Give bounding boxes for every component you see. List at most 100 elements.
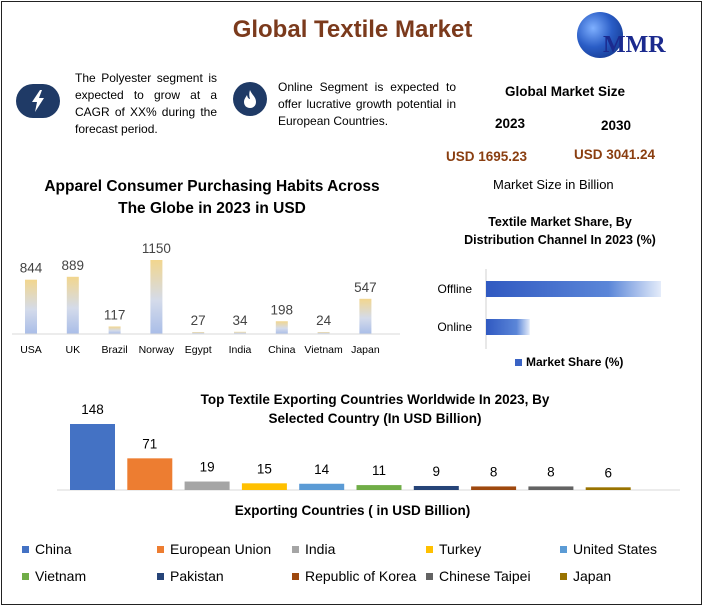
apparel-value-label: 198 xyxy=(271,302,294,317)
flame-icon xyxy=(233,82,267,116)
legend-item-united-states: United States xyxy=(560,541,657,557)
polyester-note: The Polyester segment is expected to gro… xyxy=(75,71,217,136)
exports-value-label: 148 xyxy=(81,402,104,417)
apparel-bar-uk xyxy=(66,276,79,334)
legend-item-republic-of-korea: Republic of Korea xyxy=(292,568,416,584)
market-size-year-2023: 2023 xyxy=(495,116,526,131)
distribution-bar-online xyxy=(486,319,530,335)
legend-swatch xyxy=(157,572,164,580)
exports-bar-china xyxy=(70,424,115,490)
legend-swatch xyxy=(292,572,299,580)
apparel-bar-india xyxy=(234,331,246,334)
apparel-category-label: India xyxy=(229,344,252,356)
exports-value-label: 8 xyxy=(547,464,555,479)
exports-bar-vietnam xyxy=(356,485,402,490)
apparel-bar-vietnam xyxy=(317,332,330,334)
distribution-category-label: Offline xyxy=(438,282,473,296)
legend-label: European Union xyxy=(170,541,272,557)
legend-swatch xyxy=(292,545,299,553)
exports-bar-republic-of-korea xyxy=(471,486,517,490)
exports-bar-india xyxy=(184,481,230,490)
exports-value-label: 9 xyxy=(433,464,441,479)
apparel-bar-china xyxy=(275,321,288,334)
apparel-value-label: 27 xyxy=(191,313,206,328)
apparel-value-label: 1150 xyxy=(142,241,171,256)
legend-swatch xyxy=(560,572,567,580)
legend-label: Republic of Korea xyxy=(305,568,417,584)
apparel-value-label: 547 xyxy=(354,280,377,295)
exports-bar-united-states xyxy=(299,483,345,490)
apparel-chart: 844 USA 889 UK 117 Brazil 1150 Norway 27 Egypt 34 I… xyxy=(12,241,400,356)
exports-bar-japan xyxy=(585,487,631,490)
apparel-bar-norway xyxy=(150,260,163,334)
exports-bar-turkey xyxy=(241,483,287,490)
brand-logo: MMR xyxy=(603,32,666,58)
apparel-category-label: Norway xyxy=(139,344,175,356)
market-size-year-2030: 2030 xyxy=(601,118,632,133)
legend-swatch xyxy=(157,545,164,553)
online-note: Online Segment is expected to offer lucr… xyxy=(278,80,456,128)
exports-value-label: 19 xyxy=(200,460,215,475)
apparel-value-label: 34 xyxy=(232,313,248,328)
exports-chart-title: Top Textile Exporting Countries Worldwid… xyxy=(200,392,550,426)
exports-bar-pakistan xyxy=(413,485,459,490)
apparel-bar-japan xyxy=(359,298,372,334)
lightning-icon xyxy=(16,84,60,118)
market-size-value-2023: USD 1695.23 xyxy=(446,149,528,164)
exports-value-label: 6 xyxy=(604,465,612,480)
distribution-legend-label: Market Share (%) xyxy=(526,355,623,369)
exports-bar-european-union xyxy=(127,458,173,490)
legend-item-european-union: European Union xyxy=(157,541,271,557)
legend-swatch xyxy=(22,545,29,553)
exports-bar-chinese-taipei xyxy=(528,486,574,490)
distribution-bar-offline xyxy=(486,281,661,297)
page-title: Global Textile Market xyxy=(232,16,473,43)
apparel-bar-usa xyxy=(25,279,37,334)
legend-label: Chinese Taipei xyxy=(439,568,531,584)
apparel-bar-brazil xyxy=(108,326,121,334)
apparel-category-label: Japan xyxy=(351,344,380,356)
market-size-caption: Market Size in Billion xyxy=(493,177,614,192)
apparel-category-label: China xyxy=(268,344,296,356)
market-size-value-2030: USD 3041.24 xyxy=(574,147,656,162)
apparel-value-label: 844 xyxy=(20,261,43,276)
globe-logo-icon xyxy=(577,12,623,58)
apparel-value-label: 117 xyxy=(104,307,126,322)
apparel-category-label: USA xyxy=(20,344,42,356)
distribution-chart-title: Textile Market Share, By Distribution Ch… xyxy=(464,215,656,247)
apparel-category-label: Brazil xyxy=(101,344,127,356)
distribution-category-label: Online xyxy=(437,320,472,334)
legend-label: Japan xyxy=(573,568,612,584)
apparel-category-label: Vietnam xyxy=(304,344,343,356)
exports-chart: 148 71 19 15 14 11 9 8 8 6 xyxy=(57,402,680,491)
legend-label: Turkey xyxy=(439,541,482,557)
distribution-chart: Offline Online Market Share (%) xyxy=(437,269,661,369)
distribution-legend-swatch xyxy=(515,359,522,366)
legend-item-japan: Japan xyxy=(560,568,611,584)
exports-value-label: 8 xyxy=(490,464,498,479)
legend-swatch xyxy=(426,545,433,553)
exports-value-label: 14 xyxy=(314,462,330,477)
apparel-value-label: 24 xyxy=(316,313,332,328)
apparel-category-label: UK xyxy=(66,344,81,356)
legend-item-turkey: Turkey xyxy=(426,541,481,557)
apparel-value-label: 889 xyxy=(62,258,85,273)
apparel-category-label: Egypt xyxy=(185,344,212,356)
apparel-bar-egypt xyxy=(192,332,205,334)
legend-label: China xyxy=(35,541,72,557)
legend-swatch xyxy=(560,545,567,553)
legend-item-china: China xyxy=(22,541,72,557)
legend-label: United States xyxy=(573,541,658,557)
legend-item-chinese-taipei: Chinese Taipei xyxy=(426,568,531,584)
market-size-title: Global Market Size xyxy=(504,84,626,99)
legend-item-vietnam: Vietnam xyxy=(22,568,86,584)
legend-item-pakistan: Pakistan xyxy=(157,568,224,584)
legend-label: Vietnam xyxy=(35,568,87,584)
legend-swatch xyxy=(22,572,29,580)
exports-x-axis-label: Exporting Countries ( in USD Billion) xyxy=(234,503,471,518)
legend-item-india: India xyxy=(292,541,335,557)
legend-label: Pakistan xyxy=(170,568,224,584)
apparel-chart-title: Apparel Consumer Purchasing Habits Acros… xyxy=(44,178,380,217)
exports-value-label: 11 xyxy=(372,463,386,478)
